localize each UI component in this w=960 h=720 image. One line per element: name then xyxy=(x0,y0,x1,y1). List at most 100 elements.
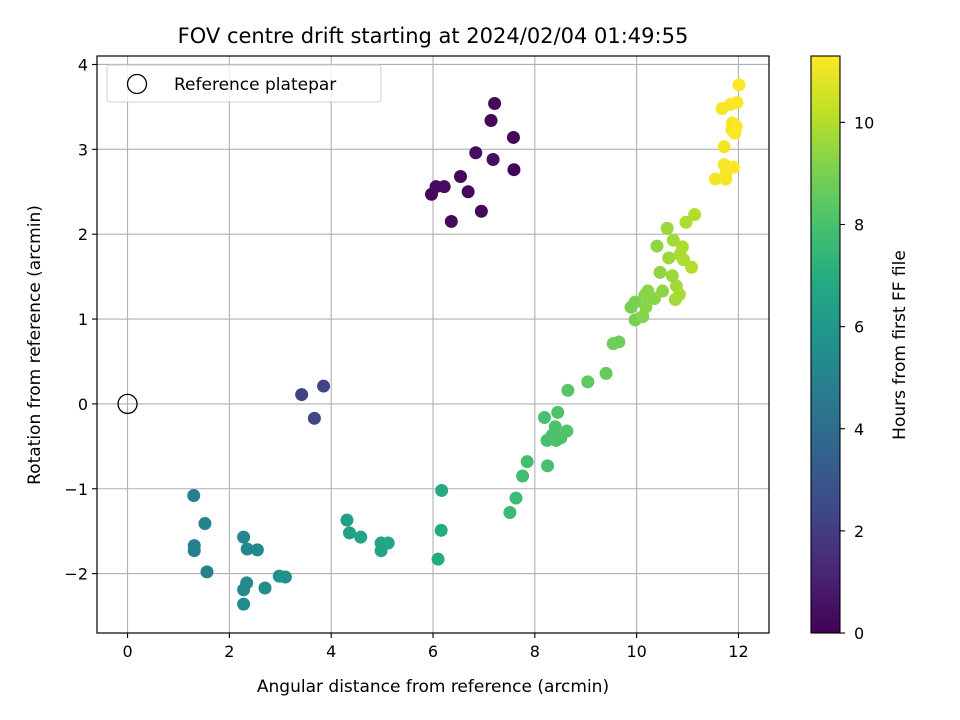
legend-entry-reference: Reference platepar xyxy=(174,75,336,95)
data-point xyxy=(709,172,723,186)
data-point xyxy=(237,530,251,544)
data-point xyxy=(656,284,670,298)
data-point xyxy=(537,410,551,424)
data-point xyxy=(599,366,613,380)
data-point xyxy=(431,552,445,566)
y-axis-ticks: −2 −1 0 1 2 3 4 xyxy=(64,55,97,584)
data-point xyxy=(551,405,565,419)
data-point xyxy=(343,526,357,540)
data-point xyxy=(250,543,264,557)
data-point xyxy=(444,214,458,228)
data-point xyxy=(340,513,354,527)
legend-box xyxy=(106,64,382,103)
data-point xyxy=(317,379,331,393)
data-point xyxy=(237,597,251,611)
data-point xyxy=(662,251,676,265)
data-point xyxy=(507,163,521,177)
data-point xyxy=(679,215,693,229)
data-point xyxy=(437,180,451,194)
colorbar-gradient xyxy=(810,55,841,634)
data-point xyxy=(650,239,664,253)
data-point xyxy=(198,517,212,531)
data-point xyxy=(187,489,201,503)
data-point xyxy=(665,269,679,283)
data-point xyxy=(666,233,680,247)
data-point xyxy=(520,455,534,469)
data-point xyxy=(516,469,530,483)
y-tick-label: 2 xyxy=(78,225,88,244)
y-tick-label: −1 xyxy=(64,480,88,499)
data-point xyxy=(688,208,702,222)
grid xyxy=(97,56,769,633)
data-point xyxy=(488,97,502,111)
data-point xyxy=(660,221,674,235)
colorbar-tick-label: 4 xyxy=(854,420,864,439)
data-point xyxy=(200,565,214,579)
legend: Reference platepar xyxy=(106,64,382,103)
y-tick-label: 0 xyxy=(78,395,88,414)
data-point xyxy=(730,96,744,110)
data-point xyxy=(732,78,746,92)
data-point xyxy=(474,204,488,218)
chart-title: FOV centre drift starting at 2024/02/04 … xyxy=(178,24,689,48)
y-axis-label: Rotation from reference (arcmin) xyxy=(25,205,45,485)
data-point xyxy=(726,160,740,174)
reference-marker xyxy=(117,393,138,415)
x-axis-ticks: 0 2 4 6 8 10 12 xyxy=(122,633,749,661)
x-tick-label: 0 xyxy=(122,642,132,661)
data-point xyxy=(240,576,254,590)
colorbar-ticks: 0 2 4 6 8 10 xyxy=(840,113,874,643)
y-tick-label: −2 xyxy=(64,565,88,584)
data-point xyxy=(240,542,254,556)
colorbar-tick-label: 0 xyxy=(854,624,864,643)
data-point xyxy=(581,375,595,389)
data-point xyxy=(717,140,731,154)
x-tick-label: 6 xyxy=(428,642,438,661)
x-tick-label: 8 xyxy=(530,642,540,661)
data-point xyxy=(676,253,690,267)
data-point xyxy=(469,146,483,160)
colorbar-tick-label: 6 xyxy=(854,318,864,337)
data-point xyxy=(461,185,475,199)
x-tick-label: 2 xyxy=(224,642,234,661)
data-point xyxy=(548,420,562,434)
data-point xyxy=(503,506,517,520)
data-point xyxy=(453,169,467,183)
colorbar-tick-label: 2 xyxy=(854,522,864,541)
data-point xyxy=(672,287,686,301)
data-point xyxy=(541,459,555,473)
colorbar-tick-label: 8 xyxy=(854,216,864,235)
data-point xyxy=(628,295,642,309)
x-axis-label: Angular distance from reference (arcmin) xyxy=(257,677,609,697)
data-point xyxy=(560,424,574,438)
colorbar-tick-label: 10 xyxy=(854,113,874,132)
x-tick-label: 12 xyxy=(728,642,748,661)
colorbar-label: Hours from first FF file xyxy=(890,250,910,440)
data-point xyxy=(486,153,500,167)
data-point xyxy=(278,570,292,584)
data-point xyxy=(509,491,523,505)
x-tick-label: 10 xyxy=(626,642,646,661)
data-point xyxy=(187,544,201,558)
data-point xyxy=(381,536,395,550)
x-tick-label: 4 xyxy=(326,642,336,661)
data-point xyxy=(612,335,626,349)
data-point xyxy=(653,265,667,279)
data-point xyxy=(685,260,699,274)
data-point xyxy=(506,130,520,144)
y-tick-label: 3 xyxy=(78,140,88,159)
data-point xyxy=(435,483,449,497)
data-point xyxy=(647,292,661,306)
data-point xyxy=(484,113,498,127)
legend-marker xyxy=(126,73,148,95)
data-point xyxy=(729,119,743,133)
data-point xyxy=(675,240,689,254)
data-point xyxy=(354,530,368,544)
data-point xyxy=(434,523,448,537)
colorbar: 0 2 4 6 8 10 Hours from first FF file xyxy=(810,55,910,643)
data-point xyxy=(561,383,575,397)
y-tick-label: 4 xyxy=(78,55,88,74)
data-points xyxy=(187,78,746,611)
data-point xyxy=(307,411,321,425)
